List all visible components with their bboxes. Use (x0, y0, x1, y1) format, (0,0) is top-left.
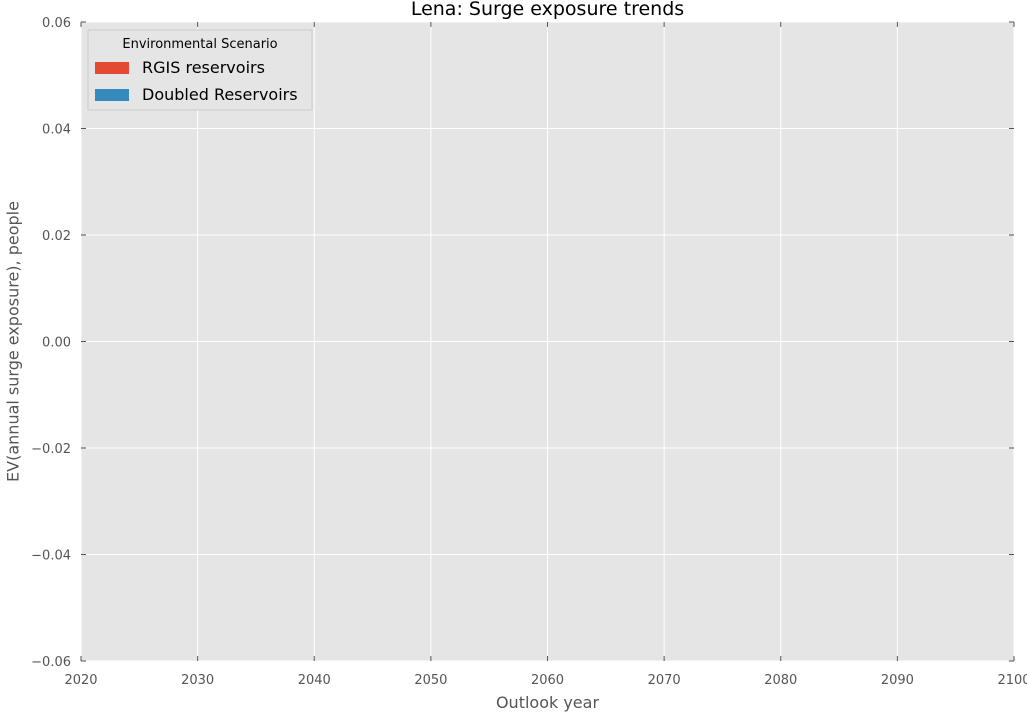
legend: Environmental Scenario RGIS reservoirs D… (87, 29, 313, 111)
y-tick-labels: −0.06 −0.04 −0.02 0.00 0.02 0.04 0.06 (31, 16, 71, 670)
legend-label-doubled-reservoirs: Doubled Reservoirs (142, 85, 298, 104)
x-tick-label: 2040 (298, 673, 331, 688)
tick-marks (80, 21, 1015, 662)
x-tick-label: 2080 (764, 673, 797, 688)
x-tick-label: 2070 (648, 673, 681, 688)
y-tick-label: 0.04 (42, 123, 71, 138)
y-axis-label: EV(annual surge exposure), people (4, 201, 23, 482)
y-tick-label: −0.04 (31, 549, 71, 564)
x-tick-labels: 2020 2030 2040 2050 2060 2070 2080 2090 2100 (64, 673, 1027, 688)
chart-title: Lena: Surge exposure trends (411, 0, 684, 20)
legend-swatch-doubled-reservoirs (95, 89, 129, 101)
y-tick-label: 0.06 (42, 16, 71, 31)
x-tick-label: 2090 (881, 673, 914, 688)
x-tick-label: 2030 (181, 673, 214, 688)
legend-label-rgis-reservoirs: RGIS reservoirs (142, 58, 265, 77)
legend-swatch-rgis-reservoirs (95, 62, 129, 74)
x-tick-label: 2060 (531, 673, 564, 688)
x-axis-label: Outlook year (496, 693, 600, 712)
x-tick-label: 2100 (997, 673, 1027, 688)
y-tick-label: −0.06 (31, 655, 71, 670)
y-tick-label: 0.00 (42, 336, 71, 351)
x-tick-label: 2020 (64, 673, 97, 688)
y-tick-label: 0.02 (42, 229, 71, 244)
x-tick-label: 2050 (414, 673, 447, 688)
y-tick-label: −0.02 (31, 442, 71, 457)
legend-title: Environmental Scenario (122, 37, 277, 52)
